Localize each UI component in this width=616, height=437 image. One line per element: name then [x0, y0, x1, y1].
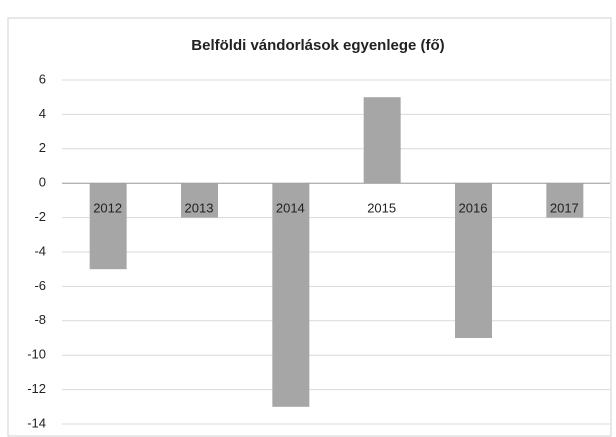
bar [546, 183, 584, 218]
y-tick-label: -6 [34, 278, 46, 293]
x-tick-label: 2017 [550, 201, 579, 216]
chart-title: Belföldi vándorlások egyenlege (fő) [191, 37, 444, 54]
x-tick-label: 2015 [367, 201, 396, 216]
x-tick-label: 2012 [93, 201, 122, 216]
x-tick-label: 2014 [276, 201, 305, 216]
y-tick-label: -4 [34, 243, 46, 258]
x-tick-label: 2016 [459, 201, 488, 216]
y-tick-label: -14 [27, 415, 46, 430]
bar [89, 183, 127, 270]
bar [363, 97, 401, 184]
y-tick-label: -8 [34, 312, 46, 327]
y-tick-label: -12 [27, 381, 46, 396]
y-tick-label: 2 [39, 140, 46, 155]
x-tick-label: 2013 [185, 201, 214, 216]
y-tick-label: -2 [34, 209, 46, 224]
y-tick-label: 4 [39, 106, 46, 121]
y-tick-label: -10 [27, 347, 46, 362]
bar [455, 183, 492, 338]
y-tick-label: 0 [39, 175, 46, 190]
bar [181, 183, 218, 218]
bar [272, 183, 310, 407]
y-tick-label: 6 [39, 71, 46, 86]
